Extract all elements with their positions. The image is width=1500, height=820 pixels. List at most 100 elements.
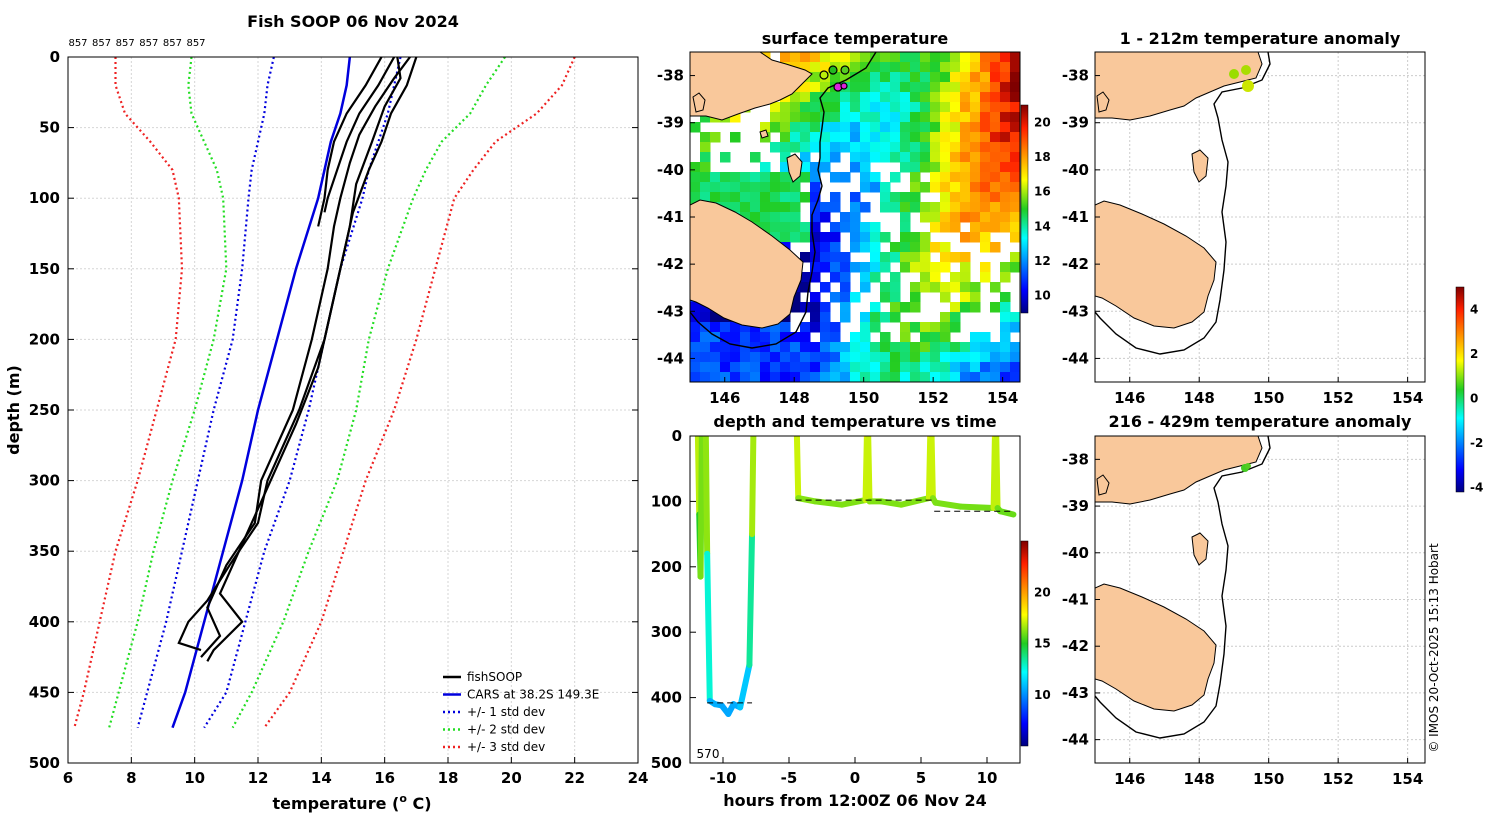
sst-pixel xyxy=(1000,112,1011,123)
sst-pixel xyxy=(850,192,861,203)
dive-track xyxy=(697,436,705,580)
sst-pixel xyxy=(890,302,901,313)
sst-pixel xyxy=(840,362,851,373)
sst-pixel xyxy=(740,192,751,203)
sst-pixel xyxy=(900,132,911,143)
sst-pixel xyxy=(870,342,881,353)
sst-pixel xyxy=(700,342,711,353)
sst-pixel xyxy=(950,202,961,213)
sst-pixel xyxy=(780,232,791,243)
colorbar-label: 18 xyxy=(1034,150,1051,164)
sst-pixel xyxy=(810,62,821,73)
sst-pixel xyxy=(900,102,911,113)
sst-pixel xyxy=(1010,72,1020,83)
profile-panel: Fish SOOP 06 Nov 2024 857 857 857 857 857 857… xyxy=(4,12,648,813)
sst-pixel xyxy=(1000,192,1011,203)
sst-pixel xyxy=(930,72,941,83)
sst-pixel xyxy=(970,362,981,373)
y-tick-label: 250 xyxy=(29,401,60,419)
sst-pixel xyxy=(970,222,981,233)
sst-pixel xyxy=(980,162,991,173)
drop-label: 857 xyxy=(116,38,135,49)
sst-pixel xyxy=(770,342,781,353)
sst-pixel xyxy=(980,132,991,143)
sst-pixel xyxy=(980,192,991,203)
sst-pixel xyxy=(990,92,1001,103)
sst-colorbar xyxy=(1020,104,1029,314)
x-tick-label: 152 xyxy=(918,389,949,407)
x-tick-label: 146 xyxy=(1114,389,1145,407)
sst-pixel xyxy=(930,212,941,223)
sst-pixel xyxy=(820,142,831,153)
sst-pixel xyxy=(1000,162,1011,173)
anomaly-colorbar xyxy=(1455,286,1465,493)
sst-pixel xyxy=(990,352,1001,363)
sst-pixel xyxy=(1000,372,1011,382)
land-australia xyxy=(1095,52,1263,121)
sst-pixel xyxy=(830,152,841,163)
sst-pixel xyxy=(870,352,881,363)
sst-pixel xyxy=(820,242,831,253)
sst-pixel xyxy=(920,272,931,283)
sst-pixel xyxy=(960,82,971,93)
sst-pixel xyxy=(950,72,961,83)
profile-axes-box xyxy=(67,56,639,764)
x-tick-label: -10 xyxy=(709,769,736,787)
sst-pixel xyxy=(810,312,821,323)
sst-pixel xyxy=(920,152,931,163)
sst-pixel xyxy=(830,72,841,83)
sst-pixel xyxy=(970,92,981,103)
y-tick-label: -42 xyxy=(657,255,684,273)
sst-pixel xyxy=(830,192,841,203)
sst-pixel xyxy=(710,322,721,333)
sst-pixel xyxy=(990,192,1001,203)
sst-pixel xyxy=(930,132,941,143)
sst-pixel xyxy=(860,222,871,233)
sst-pixel xyxy=(730,132,741,143)
sst-pixel xyxy=(780,222,791,233)
sst-pixel xyxy=(930,122,941,133)
sst-pixel xyxy=(860,342,871,353)
y-tick-label: -40 xyxy=(657,161,684,179)
land-tasmania xyxy=(1095,583,1217,712)
sst-pixel xyxy=(980,172,991,183)
sst-pixel xyxy=(940,192,951,203)
y-tick-label: 100 xyxy=(651,492,682,510)
x-tick-label: 16 xyxy=(374,769,395,787)
sst-pixel xyxy=(900,212,911,223)
sst-pixel xyxy=(970,192,981,203)
sst-pixel xyxy=(930,342,941,353)
sst-pixel xyxy=(870,102,881,113)
sst-pixel xyxy=(780,202,791,213)
sst-pixel xyxy=(860,122,871,133)
sst-pixel xyxy=(1010,132,1020,143)
sst-pixel xyxy=(710,132,721,143)
sst-pixel xyxy=(920,362,931,373)
sst-pixel xyxy=(930,92,941,103)
sst-pixel xyxy=(870,242,881,253)
sst-pixel xyxy=(960,282,971,293)
sst-pixel xyxy=(950,222,961,233)
sst-pixel xyxy=(770,122,781,133)
sst-pixel xyxy=(860,62,871,73)
sst-pixel xyxy=(690,312,701,323)
sst-pixel xyxy=(720,352,731,363)
sst-pixel xyxy=(880,192,891,203)
sst-pixel xyxy=(880,282,891,293)
copyright-footer: © IMOS 20-Oct-2025 15:13 Hobart xyxy=(1427,543,1441,753)
sst-pixel xyxy=(930,362,941,373)
sst-pixel xyxy=(830,262,841,273)
sst-pixel xyxy=(840,222,851,233)
sst-pixel xyxy=(860,152,871,163)
sst-pixel xyxy=(820,332,831,343)
sst-pixel xyxy=(770,362,781,373)
sst-pixel xyxy=(990,112,1001,123)
sst-pixel xyxy=(860,282,871,293)
sst-pixel xyxy=(900,52,911,63)
profile-lines xyxy=(73,57,576,729)
sst-pixel xyxy=(920,162,931,173)
depth-time-xlabel: hours from 12:00Z 06 Nov 24 xyxy=(723,791,986,810)
sst-pixel xyxy=(890,352,901,363)
sst-pixel xyxy=(850,112,861,123)
sst-pixel xyxy=(950,362,961,373)
